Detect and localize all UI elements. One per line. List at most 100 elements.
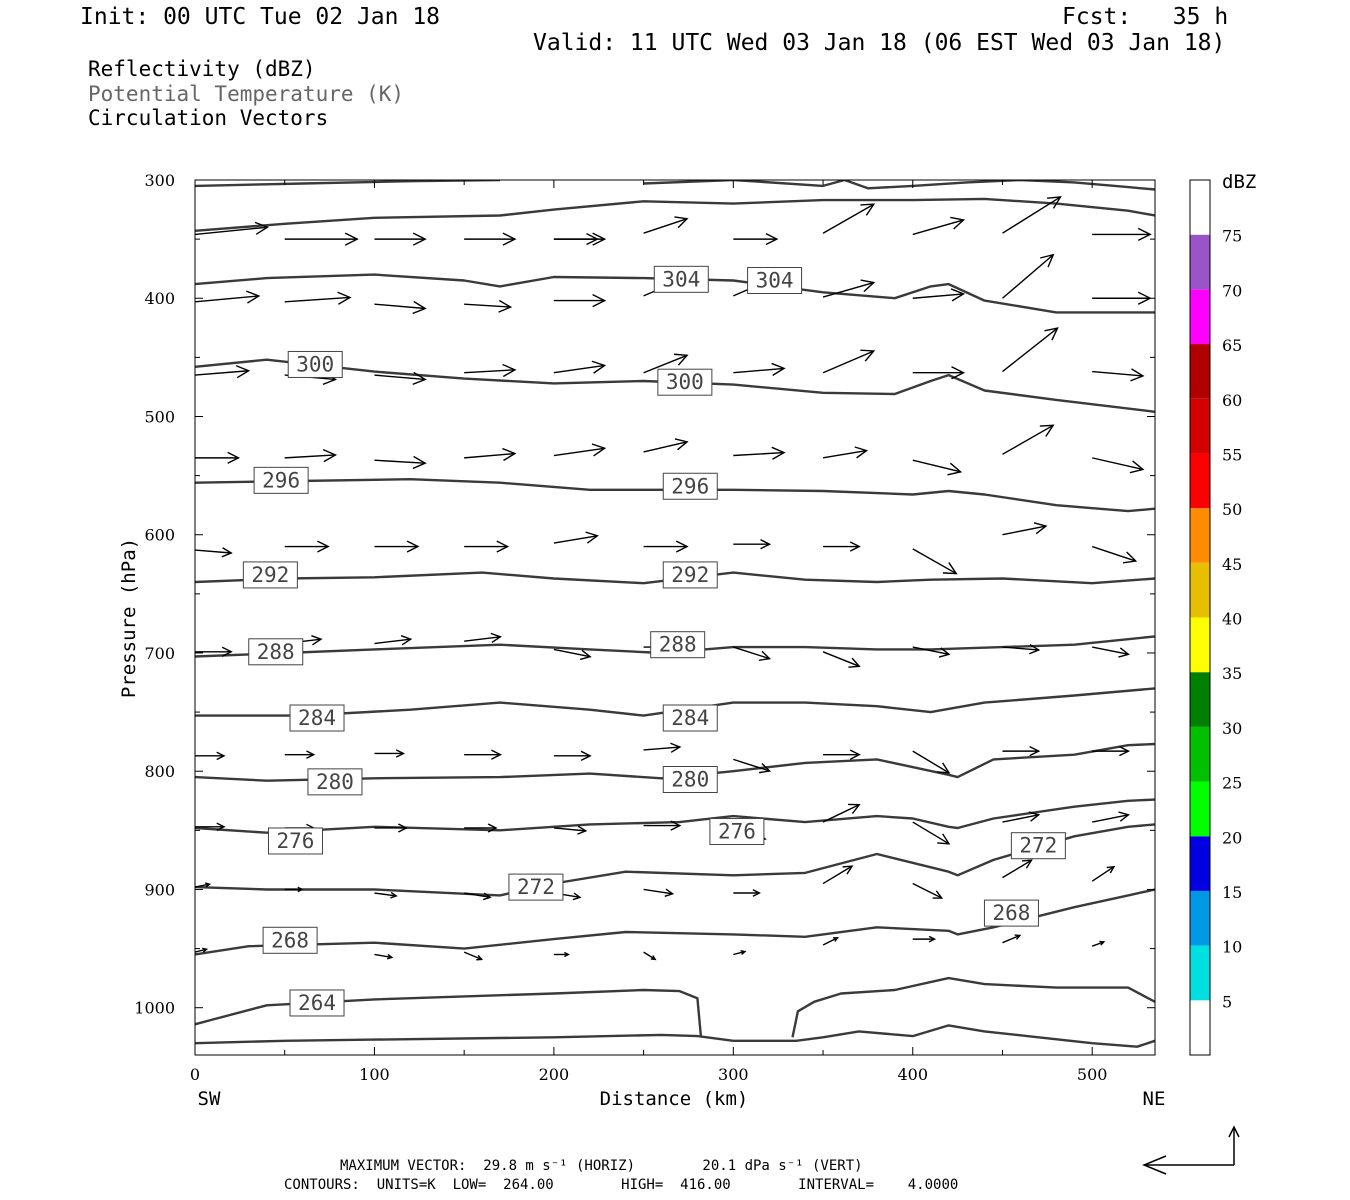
contour-label: 264 (289, 989, 345, 1017)
circulation-vector (374, 823, 408, 833)
vector-shaft (284, 454, 336, 459)
isentrope-300 (195, 358, 1155, 413)
vector-shaft (464, 452, 515, 459)
contour-label-text: 264 (298, 991, 336, 1015)
contour-label-box (508, 873, 564, 901)
vector-head (950, 216, 966, 230)
vector-shaft (822, 651, 860, 667)
circulation-vector (822, 651, 861, 668)
contour-label: 284 (662, 704, 718, 732)
circulation-vector (733, 233, 779, 246)
isentrope-276 (195, 798, 1155, 834)
vector-head (491, 749, 502, 760)
vector-shaft (464, 636, 501, 642)
isentrope-layer (195, 180, 1155, 1048)
colorbar-segment (1190, 289, 1210, 345)
contour-label-text: 272 (517, 875, 555, 899)
contour-label-box (662, 561, 718, 589)
vector-shaft (464, 369, 515, 374)
vector-head (216, 751, 226, 761)
colorbar-label: 30 (1222, 719, 1242, 738)
colorbar-label: 45 (1222, 555, 1242, 574)
vector-shaft (1002, 814, 1039, 823)
circulation-vector (1092, 457, 1145, 474)
circulation-vector (822, 203, 876, 234)
vector-shaft (643, 218, 688, 234)
vector-head (498, 299, 513, 313)
y-tick-label: 900 (144, 880, 175, 899)
isentrope-260 (195, 1024, 1155, 1048)
vector-head (760, 539, 772, 550)
circulation-vector (1002, 196, 1062, 234)
vector-head (1106, 865, 1116, 874)
vector-head (577, 825, 588, 835)
vector-head (502, 447, 517, 462)
vector-head (1044, 327, 1059, 341)
contour-label-text: 288 (257, 640, 295, 664)
circulation-vector (643, 951, 657, 961)
forecast-hour: Fcst: 35 h (1062, 4, 1229, 30)
circulation-vector (464, 232, 517, 246)
vector-head (227, 451, 241, 464)
vector-shaft (464, 892, 491, 899)
circulation-vector (284, 886, 304, 893)
circulation-vector (195, 221, 270, 236)
colorbar-unit: dBZ (1222, 171, 1256, 193)
colorbar-label: 75 (1222, 227, 1242, 246)
vector-head (482, 892, 492, 901)
circulation-vector (374, 953, 394, 960)
vector-head (496, 540, 510, 553)
circulation-vector (912, 459, 963, 476)
vector-head (675, 540, 689, 553)
vector-shaft (464, 303, 511, 308)
circulation-vector (1002, 934, 1022, 944)
vector-head (674, 438, 689, 451)
x-axis-left-end-label: SW (198, 1088, 221, 1110)
vector-shaft (822, 350, 875, 374)
circulation-vector (733, 889, 761, 897)
contour-label-text: 272 (1019, 834, 1057, 858)
circulation-vector (1002, 424, 1055, 455)
contour-label-box (709, 818, 765, 846)
vector-head (235, 365, 251, 379)
contour-label-box (650, 631, 706, 659)
vector-shaft (195, 226, 268, 236)
y-tick-label: 400 (144, 289, 175, 308)
circulation-vector (822, 803, 861, 823)
contour-label-box (262, 926, 318, 954)
contour-label-box (983, 899, 1039, 927)
y-axis-label: Pressure (hPa) (118, 538, 140, 698)
contour-label-text: 276 (277, 829, 315, 853)
contour-label-text: 304 (662, 267, 700, 291)
vector-head (849, 541, 861, 552)
circulation-vector (912, 821, 951, 845)
y-tick-label: 800 (144, 762, 175, 781)
contour-label-box (747, 267, 803, 295)
contour-label-box (289, 704, 345, 732)
contour-label-text: 268 (992, 901, 1030, 925)
circulation-vector (733, 646, 772, 661)
circulation-vector (643, 888, 675, 898)
circulation-vector (822, 446, 869, 459)
vector-shaft (733, 758, 770, 772)
vector-head (205, 882, 212, 888)
colorbar-label: 20 (1222, 828, 1242, 847)
vector-head (1021, 859, 1033, 869)
contour-label: 292 (242, 561, 298, 589)
contour-label-text: 292 (251, 563, 289, 587)
contour-label-text: 268 (271, 928, 309, 952)
colorbar-segment (1190, 617, 1210, 673)
contour-label-box (267, 827, 323, 855)
contour-label: 292 (662, 561, 718, 589)
vector-shaft (195, 948, 207, 953)
y-tick-label: 700 (144, 644, 175, 663)
contour-label-text: 276 (718, 820, 756, 844)
colorbar-segment (1190, 890, 1210, 946)
vector-head (1033, 522, 1048, 535)
circulation-vector (1002, 859, 1033, 879)
circulation-vector (733, 446, 786, 460)
circulation-vector (463, 951, 484, 961)
vector-head (502, 232, 517, 246)
vector-head (771, 362, 786, 376)
circulation-vector (1002, 327, 1059, 373)
